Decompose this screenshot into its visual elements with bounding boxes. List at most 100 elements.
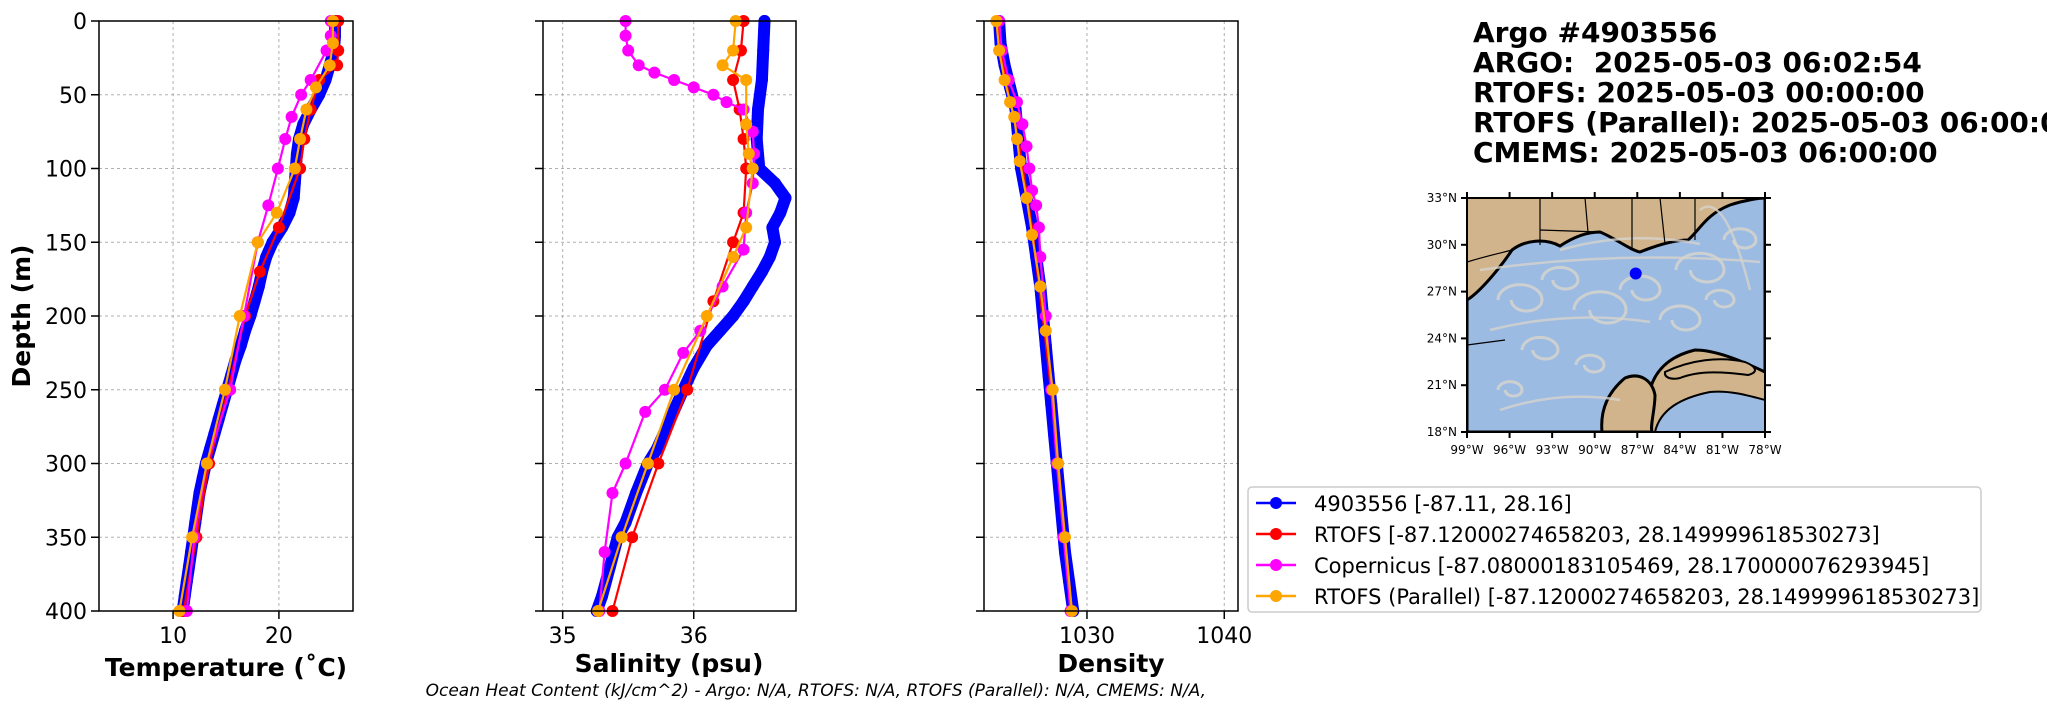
data-point-copernicus <box>632 59 645 72</box>
data-point-argo <box>755 265 768 278</box>
legend-entry: RTOFS (Parallel) [-87.12000274658203, 28… <box>1256 585 1979 609</box>
salinity-panel: 35 36 Salinity (psu) <box>535 15 797 678</box>
y-tick-label: 0 <box>73 10 87 35</box>
data-point-argo <box>700 339 713 352</box>
y-tick-label: 250 <box>45 379 87 404</box>
map-lon-label: 96°W <box>1493 443 1526 457</box>
streamline <box>1499 395 1621 412</box>
density-series <box>990 15 1080 617</box>
series-rtofs_parallel <box>173 15 339 617</box>
map-borders <box>1467 198 1696 346</box>
data-point-rtofs_parallel <box>740 74 753 86</box>
title-line-cmems-time: CMEMS: 2025-05-03 06:00:00 <box>1473 136 1938 169</box>
data-point-rtofs_parallel <box>288 162 301 175</box>
data-point-copernicus <box>279 133 292 145</box>
data-point-argo <box>769 236 782 249</box>
data-point-rtofs_parallel <box>1020 192 1033 204</box>
legend-marker-swatch <box>1270 528 1282 540</box>
data-point-rtofs_parallel <box>700 310 713 322</box>
map-lon-label: 78°W <box>1748 443 1781 457</box>
data-point-copernicus <box>658 383 671 396</box>
legend-entry: Copernicus [-87.08000183105469, 28.17000… <box>1256 554 1929 578</box>
map-frame <box>1466 197 1766 433</box>
title-line-argo-id: Argo #4903556 <box>1473 16 1717 49</box>
data-point-rtofs <box>272 221 285 234</box>
data-point-copernicus <box>619 29 632 42</box>
map-lon-label: 90°W <box>1578 443 1611 457</box>
legend-entry: 4903556 [-87.11, 28.16] <box>1256 492 1572 516</box>
y-tick-label: 350 <box>45 526 87 551</box>
streamline <box>1572 290 1628 325</box>
data-point-copernicus <box>271 162 284 175</box>
data-point-rtofs_parallel <box>186 531 199 544</box>
map-lat-label: 30°N <box>1427 238 1457 252</box>
data-point-rtofs <box>727 236 740 249</box>
data-point-copernicus <box>622 44 635 57</box>
data-point-rtofs_parallel <box>1026 228 1039 241</box>
map-lon-label: 99°W <box>1450 443 1483 457</box>
data-point-rtofs_parallel <box>233 310 246 322</box>
data-point-copernicus <box>737 243 750 256</box>
data-point-rtofs_parallel <box>993 44 1006 57</box>
legend-marker-swatch <box>1270 497 1282 509</box>
data-point-copernicus <box>648 66 661 79</box>
data-point-copernicus <box>740 206 753 219</box>
density-ticks: 1030 1040 <box>976 20 1252 649</box>
legend-label: 4903556 [-87.11, 28.16] <box>1314 492 1572 516</box>
data-point-rtofs_parallel <box>727 251 740 263</box>
data-point-copernicus <box>639 405 652 418</box>
data-point-rtofs_parallel <box>740 221 753 234</box>
streamline <box>1496 283 1544 313</box>
data-point-rtofs_parallel <box>218 383 231 396</box>
data-point-rtofs_parallel <box>716 59 729 72</box>
data-point-argo <box>763 251 776 263</box>
data-point-copernicus <box>1016 118 1029 131</box>
data-point-rtofs_parallel <box>326 37 339 50</box>
streamline <box>1559 236 1701 252</box>
y-tick-label: 100 <box>45 158 87 183</box>
density-grid <box>984 20 1238 612</box>
salinity-xlabel: Salinity (psu) <box>575 649 764 678</box>
streamline <box>1479 256 1761 272</box>
streamline <box>1704 288 1736 309</box>
data-point-rtofs_parallel <box>1059 531 1072 544</box>
argo-float-location-marker <box>1629 267 1642 280</box>
data-point-argo <box>746 280 759 293</box>
map-lat-label: 24°N <box>1427 331 1457 345</box>
x-tick-label: 20 <box>265 624 293 649</box>
data-point-copernicus <box>687 81 700 94</box>
data-point-rtofs_parallel <box>1034 280 1047 293</box>
density-panel: 1030 1040 Density <box>976 15 1252 678</box>
data-point-rtofs_parallel <box>998 74 1011 86</box>
map-graticule-ticks: 33°N 30°N 27°N 24°N 21°N 18°N 99°W 96°W 93°W 90°W… <box>1427 191 1782 457</box>
data-point-copernicus <box>746 177 759 190</box>
streamline <box>1540 265 1580 291</box>
map-lon-label: 93°W <box>1536 443 1569 457</box>
map-lon-label: 87°W <box>1621 443 1654 457</box>
data-point-rtofs_parallel <box>1052 457 1065 470</box>
depth-ylabel: Depth (m) <box>7 245 36 388</box>
data-point-rtofs_parallel <box>641 457 654 470</box>
data-point-argo <box>774 206 787 219</box>
legend-marker-swatch <box>1270 559 1282 571</box>
map-lat-label: 27°N <box>1427 285 1457 299</box>
map-lon-label: 84°W <box>1663 443 1696 457</box>
data-point-copernicus <box>1020 140 1033 153</box>
legend-label: RTOFS [-87.12000274658203, 28.1499996185… <box>1314 523 1880 547</box>
data-point-copernicus <box>619 457 632 470</box>
data-point-argo <box>757 44 770 57</box>
data-point-rtofs_parallel <box>323 59 336 72</box>
map-lat-label: 21°N <box>1427 378 1457 392</box>
data-point-rtofs_parallel <box>200 457 213 470</box>
data-point-copernicus <box>720 96 733 109</box>
map-caribbean-ocean <box>1653 390 1765 432</box>
legend-label: Copernicus [-87.08000183105469, 28.17000… <box>1314 554 1929 578</box>
data-point-rtofs <box>681 383 694 396</box>
data-point-rtofs_parallel <box>309 81 322 94</box>
x-tick-label: 1040 <box>1196 624 1252 649</box>
data-point-rtofs_parallel <box>1010 133 1023 145</box>
legend: 4903556 [-87.11, 28.16] RTOFS [-87.120002… <box>1247 486 1982 613</box>
map-lat-label: 33°N <box>1427 191 1457 205</box>
data-point-rtofs_parallel <box>668 383 681 396</box>
data-point-copernicus <box>295 88 308 101</box>
